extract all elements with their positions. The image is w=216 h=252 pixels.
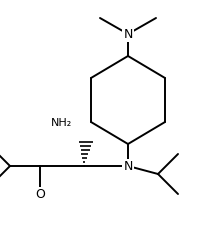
- Text: NH₂: NH₂: [51, 118, 72, 128]
- Text: N: N: [123, 27, 133, 41]
- Text: N: N: [123, 160, 133, 173]
- Text: O: O: [35, 187, 45, 201]
